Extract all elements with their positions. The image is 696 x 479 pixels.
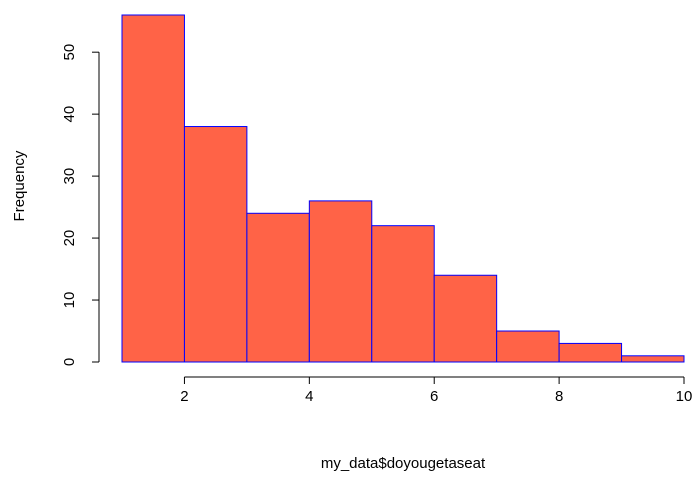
y-tick-label-30: 30 [61, 168, 78, 185]
x-tick-label-10: 10 [676, 388, 693, 405]
histogram-bar-2 [183, 126, 248, 363]
histogram-bar-4 [308, 200, 373, 363]
y-tick-label-0: 0 [61, 358, 78, 366]
y-axis-label: Frequency [11, 150, 28, 221]
histogram-bar-6 [433, 274, 498, 363]
y-tick-label-50: 50 [61, 44, 78, 61]
y-tick-label-40: 40 [61, 106, 78, 123]
bars-group [121, 14, 685, 363]
histogram-bar-5 [371, 225, 435, 363]
x-axis: 2 4 6 8 10 [180, 376, 693, 405]
histogram-bar-8 [558, 342, 623, 363]
x-tick-label-2: 2 [180, 388, 188, 405]
histogram-bar-9 [621, 355, 685, 363]
x-tick-label-8: 8 [555, 388, 563, 405]
y-axis: 0 10 20 30 40 50 [61, 44, 100, 366]
x-tick-label-6: 6 [430, 388, 438, 405]
x-tick-label-4: 4 [305, 388, 313, 405]
y-tick-label-10: 10 [61, 292, 78, 309]
x-axis-label: my_data$doyougetaseat [321, 455, 486, 472]
histogram-bar-7 [496, 330, 560, 363]
histogram-bar-3 [246, 212, 310, 363]
histogram-bar-1 [121, 14, 185, 363]
y-tick-label-20: 20 [61, 230, 78, 247]
